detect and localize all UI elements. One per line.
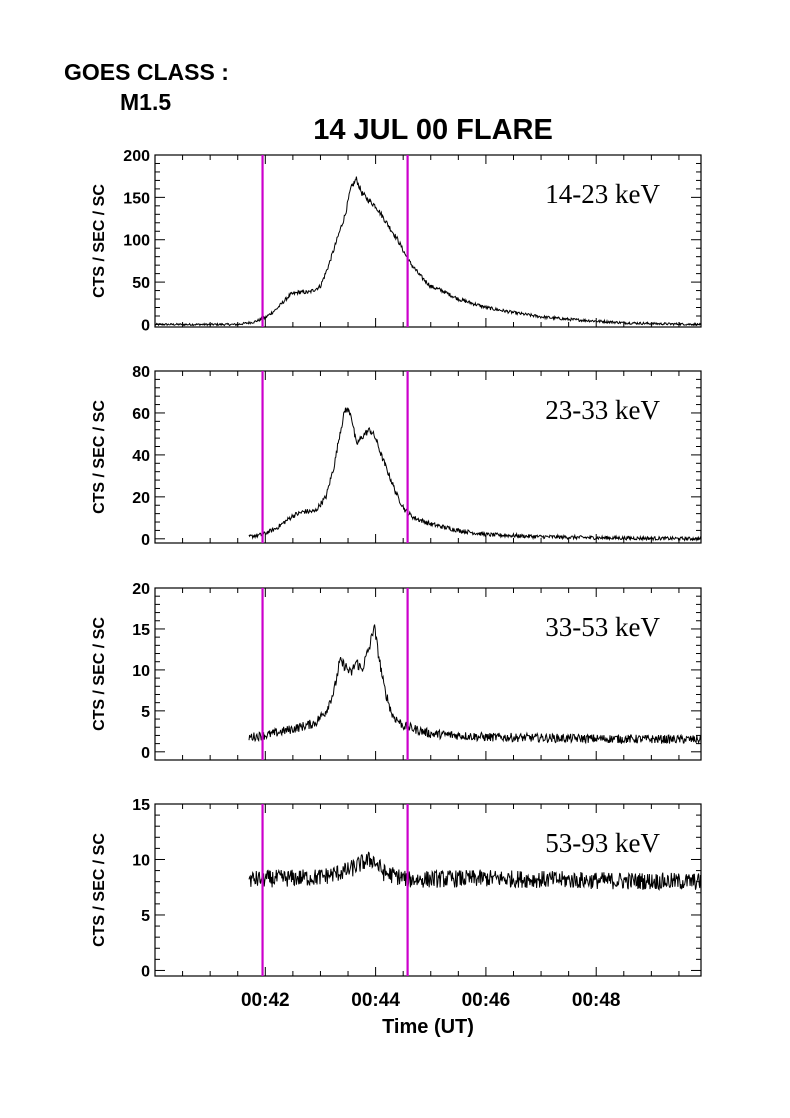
goes-class-label: GOES CLASS : bbox=[64, 59, 229, 85]
y-tick-label: 5 bbox=[141, 704, 150, 721]
y-tick-label: 20 bbox=[132, 490, 150, 507]
x-axis-label: Time (UT) bbox=[382, 1016, 474, 1038]
panel-33-53kev: 0 5 10 15 20 CTS / SEC / SC 33-53 keV bbox=[91, 581, 702, 762]
y-tick-label: 80 bbox=[132, 364, 150, 381]
band-label: 53-93 keV bbox=[545, 828, 660, 858]
y-tick-label: 0 bbox=[141, 963, 150, 980]
y-tick-label: 20 bbox=[132, 581, 150, 598]
y-axis-label: CTS / SEC / SC bbox=[91, 400, 108, 514]
panel-53-93kev: 0 5 10 15 CTS / SEC / SC 53-93 keV bbox=[91, 797, 702, 980]
y-tick-label: 10 bbox=[132, 852, 150, 869]
y-tick-label: 15 bbox=[132, 797, 150, 814]
panel-14-23kev: 0 50 100 150 200 CTS / SEC / SC 14-23 keV bbox=[91, 148, 702, 334]
y-axis-label: CTS / SEC / SC bbox=[91, 184, 108, 298]
x-tick-label: 00:44 bbox=[351, 990, 400, 1011]
y-tick-label: 10 bbox=[132, 663, 150, 680]
chart-title: 14 JUL 00 FLARE bbox=[313, 114, 553, 146]
y-tick-label: 200 bbox=[123, 148, 150, 165]
y-tick-label: 0 bbox=[141, 745, 150, 762]
y-tick-label: 50 bbox=[132, 275, 150, 292]
x-tick-label: 00:46 bbox=[462, 990, 511, 1011]
plot-frame bbox=[154, 803, 702, 977]
count-rate-trace bbox=[248, 624, 702, 745]
panel-23-33kev: 0 20 40 60 80 CTS / SEC / SC 23-33 keV bbox=[91, 364, 702, 549]
y-tick-label: 15 bbox=[132, 622, 150, 639]
x-tick-label: 00:48 bbox=[572, 990, 621, 1011]
band-label: 33-53 keV bbox=[545, 612, 660, 642]
plot-frame bbox=[154, 370, 702, 544]
y-axis-label: CTS / SEC / SC bbox=[91, 617, 108, 731]
plot-frame bbox=[154, 154, 702, 328]
count-rate-trace bbox=[248, 407, 702, 542]
y-tick-label: 150 bbox=[123, 190, 150, 207]
band-label: 14-23 keV bbox=[545, 179, 660, 209]
y-tick-label: 0 bbox=[141, 317, 150, 334]
y-tick-label: 40 bbox=[132, 448, 150, 465]
y-tick-label: 60 bbox=[132, 406, 150, 423]
plot-frame bbox=[154, 587, 702, 761]
x-tick-label: 00:42 bbox=[241, 990, 290, 1011]
y-tick-label: 5 bbox=[141, 908, 150, 925]
count-rate-trace bbox=[248, 851, 702, 891]
goes-class-value: M1.5 bbox=[120, 89, 171, 115]
y-tick-label: 0 bbox=[141, 532, 150, 549]
count-rate-trace bbox=[154, 176, 702, 327]
band-label: 23-33 keV bbox=[545, 395, 660, 425]
y-axis-label: CTS / SEC / SC bbox=[91, 833, 108, 947]
y-tick-label: 100 bbox=[123, 233, 150, 250]
